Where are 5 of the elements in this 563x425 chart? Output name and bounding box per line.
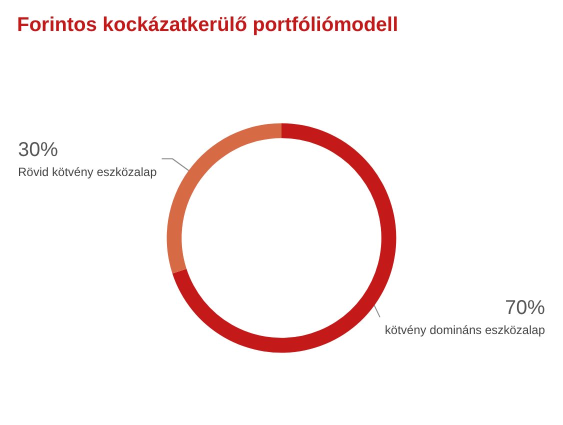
data-label: 70% [504, 297, 546, 320]
slice-label: kötvény domináns eszközalap [384, 323, 546, 338]
chart-title: Forintos kockázatkerülő portfóliómodell [17, 14, 398, 36]
data-label: 30% [18, 138, 58, 161]
slice-label: Rövid kötvény eszközalap [18, 164, 158, 179]
